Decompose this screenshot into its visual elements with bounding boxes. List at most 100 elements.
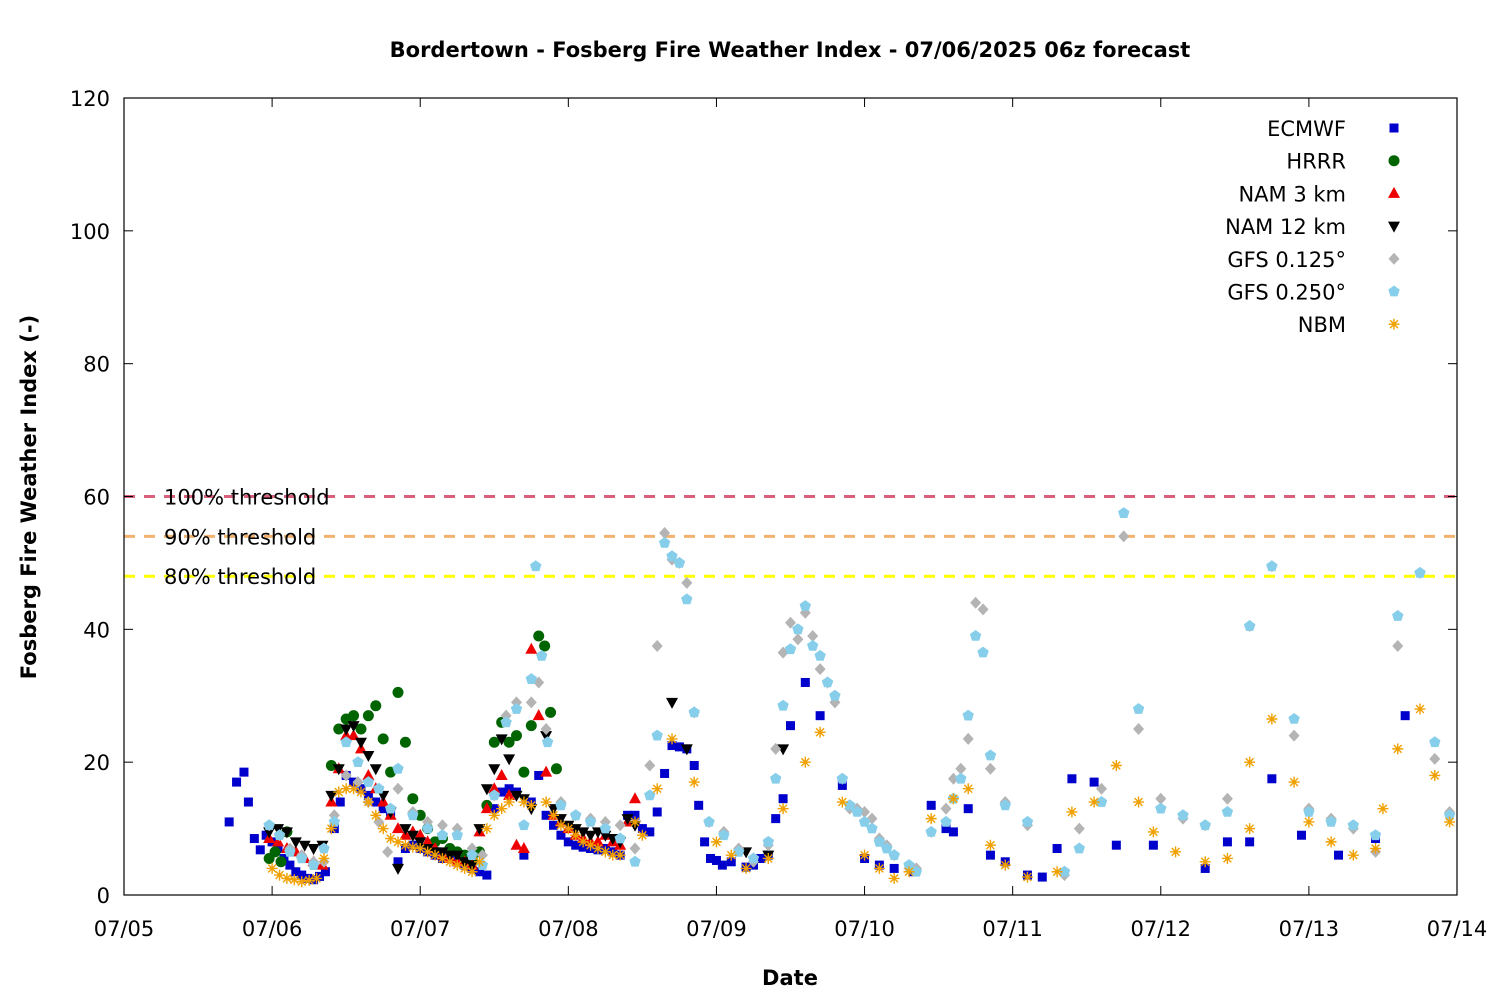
data-point: [962, 709, 974, 721]
data-point: [518, 819, 530, 831]
data-point: [837, 780, 847, 790]
data-point: [451, 850, 464, 862]
data-point: [373, 782, 385, 794]
data-point: [510, 838, 523, 850]
data-point: [948, 827, 958, 837]
data-point: [792, 633, 804, 646]
data-point: [503, 788, 516, 800]
data-point: [500, 716, 512, 728]
data-point: [504, 784, 514, 794]
data-point: [1303, 816, 1315, 828]
data-point: [1058, 865, 1071, 877]
data-point: [399, 824, 412, 836]
data-point: [370, 700, 382, 712]
legend-marker: [1388, 221, 1400, 233]
data-point: [762, 835, 774, 847]
data-point: [570, 829, 582, 841]
data-point: [393, 857, 403, 867]
data-point: [340, 783, 352, 795]
data-point: [1096, 782, 1108, 795]
x-tick-label: 07/12: [1131, 917, 1192, 941]
data-point: [710, 836, 722, 848]
data-point: [1414, 703, 1426, 715]
data-point: [1267, 774, 1277, 784]
data-point: [451, 829, 463, 841]
data-point: [273, 829, 286, 841]
data-point: [1110, 759, 1122, 771]
data-point: [518, 796, 530, 808]
data-point: [1051, 866, 1063, 878]
data-point: [785, 616, 796, 629]
data-point: [1400, 711, 1410, 721]
data-point: [740, 862, 752, 874]
data-point: [1095, 796, 1108, 807]
data-point: [399, 736, 411, 748]
data-point: [694, 800, 704, 810]
data-point: [629, 816, 641, 828]
threshold-label: 80% threshold: [164, 565, 316, 589]
data-point: [651, 783, 663, 795]
data-point: [777, 699, 789, 711]
data-point: [563, 837, 573, 847]
data-point: [584, 830, 597, 842]
data-point: [473, 856, 485, 868]
legend-label: ECMWF: [1267, 117, 1346, 141]
data-point: [1222, 837, 1232, 847]
data-point: [1037, 872, 1047, 882]
data-point: [969, 630, 982, 641]
data-point: [325, 823, 337, 835]
data-point: [541, 736, 554, 748]
data-point: [1443, 809, 1456, 821]
data-point: [947, 793, 959, 805]
data-point: [340, 736, 352, 748]
y-tick-label: 100: [70, 220, 110, 244]
data-point: [296, 852, 308, 864]
data-point: [1325, 836, 1337, 848]
legend-label: HRRR: [1286, 150, 1346, 174]
data-point: [1377, 803, 1389, 815]
data-point: [347, 721, 360, 733]
data-point: [1347, 819, 1359, 831]
data-point: [354, 737, 367, 749]
x-tick-label: 07/11: [982, 917, 1043, 941]
data-point: [851, 806, 863, 817]
data-point: [285, 860, 295, 870]
data-point: [1221, 852, 1233, 864]
data-point: [549, 820, 559, 830]
data-point: [1429, 736, 1441, 748]
data-point: [540, 722, 552, 735]
data-point: [756, 853, 766, 863]
data-point: [510, 703, 523, 714]
data-point: [352, 776, 364, 789]
data-point: [666, 733, 678, 745]
data-point: [1245, 837, 1255, 847]
data-point: [599, 822, 612, 834]
data-point: [1052, 844, 1062, 854]
data-point: [977, 603, 989, 616]
data-point: [807, 629, 819, 642]
data-point: [681, 576, 693, 589]
data-point: [836, 772, 848, 784]
data-point: [545, 706, 557, 718]
data-point: [726, 857, 736, 867]
data-point: [510, 790, 523, 802]
data-point: [384, 802, 397, 814]
data-point: [503, 736, 515, 748]
data-point: [674, 742, 684, 752]
data-point: [941, 824, 951, 834]
data-point: [599, 846, 611, 858]
data-point: [407, 793, 419, 805]
data-point: [659, 527, 671, 540]
data-point: [488, 782, 501, 794]
data-point: [770, 742, 782, 755]
threshold-label: 90% threshold: [164, 525, 316, 549]
data-point: [556, 830, 566, 840]
data-point: [414, 828, 427, 840]
data-point: [703, 815, 715, 827]
data-point: [1155, 792, 1167, 805]
data-point: [1334, 850, 1344, 860]
data-point: [947, 772, 959, 785]
data-point: [814, 726, 826, 738]
data-point: [352, 756, 364, 767]
data-point: [1244, 823, 1256, 835]
